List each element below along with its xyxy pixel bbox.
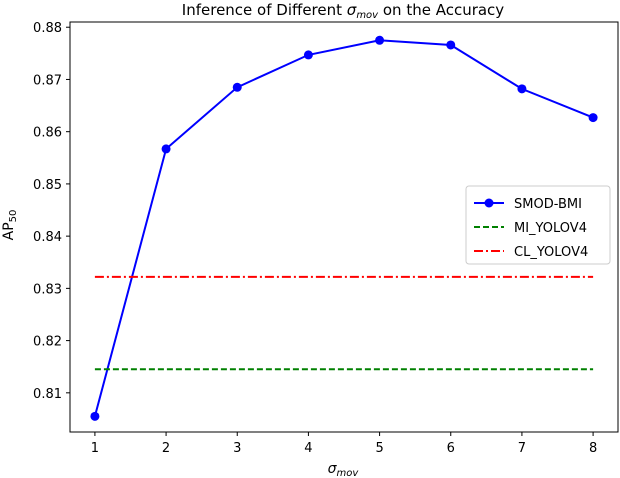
xlabel-sigma: σ [328, 461, 338, 477]
x-tick-label: 7 [518, 441, 526, 456]
x-tick-label: 2 [162, 441, 170, 456]
title-suffix: on the Accuracy [378, 1, 504, 19]
title-subscript: mov [356, 10, 379, 21]
legend: SMOD-BMI MI_YOLOV4 CL_YOLOV4 [465, 185, 611, 265]
series-line-0 [93, 39, 594, 417]
x-tick-label: 5 [375, 441, 383, 456]
x-tick-label: 3 [233, 441, 241, 456]
x-axis-label: σmov [328, 461, 360, 478]
title-prefix: Inference of Different [182, 1, 347, 19]
x-axis-ticks: 1 2 3 4 5 6 7 8 [91, 432, 597, 456]
plot-frame [69, 21, 619, 433]
y-tick-label: 0.88 [33, 21, 62, 36]
data-point [90, 411, 100, 421]
x-tick-label: 8 [589, 441, 597, 456]
legend-label: MI_YOLOV4 [514, 221, 587, 236]
y-tick-label: 0.87 [33, 73, 62, 88]
y-tick-label: 0.86 [33, 126, 62, 141]
data-point [161, 144, 171, 154]
y-tick-label: 0.84 [33, 230, 62, 245]
xlabel-subscript: mov [337, 468, 360, 478]
y-tick-label: 0.82 [33, 335, 62, 350]
data-point [232, 82, 242, 92]
plot-area [69, 21, 619, 433]
y-axis-ticks: 0.81 0.82 0.83 0.84 0.85 0.86 0.87 0.88 [33, 21, 70, 402]
series-layer [90, 35, 598, 421]
x-tick-label: 4 [304, 441, 312, 456]
legend-box [465, 185, 611, 265]
x-tick-label: 6 [447, 441, 455, 456]
ylabel-subscript: 50 [8, 210, 19, 223]
data-point [588, 113, 598, 123]
legend-label: CL_YOLOV4 [514, 245, 588, 260]
data-point [446, 40, 456, 50]
data-point [303, 50, 313, 60]
chart-title: Inference of Different σmov on the Accur… [182, 1, 505, 21]
legend-marker [484, 198, 494, 208]
legend-label: SMOD-BMI [514, 197, 582, 212]
data-point [517, 84, 527, 94]
y-tick-label: 0.85 [33, 178, 62, 193]
ylabel-base: AP [1, 222, 17, 240]
title-sigma: σ [347, 1, 357, 19]
y-tick-label: 0.83 [33, 282, 62, 297]
data-point [375, 35, 385, 45]
y-axis-label: AP50 [1, 210, 19, 241]
y-tick-label: 0.81 [33, 387, 62, 402]
x-tick-label: 1 [91, 441, 99, 456]
